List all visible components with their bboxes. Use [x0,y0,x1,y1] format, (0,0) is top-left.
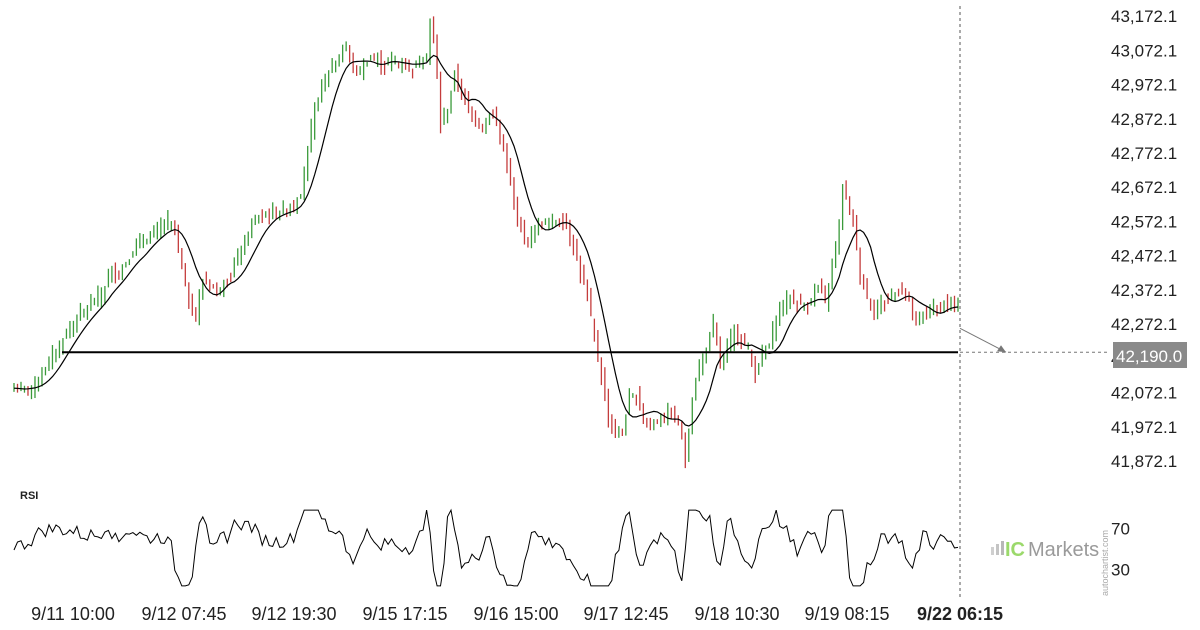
moving-average-line [13,54,959,427]
time-tick-label: 9/12 07:45 [141,604,226,624]
logo-bar-1 [991,547,994,555]
time-tick-label: 9/22 06:15 [917,604,1003,624]
projection-arrowhead [997,345,1006,353]
rsi-tick-label: 30 [1111,561,1130,580]
price-tick-label: 42,572.1 [1111,212,1177,231]
candles-layer [13,16,959,469]
time-tick-label: 9/18 10:30 [694,604,779,624]
rsi-panel: RSI 70 30 [13,490,1130,587]
rsi-label: RSI [20,490,38,502]
price-tick-label: 42,872.1 [1111,110,1177,129]
current-price-tag [1113,342,1187,368]
projection-arrow [959,327,1007,353]
time-tick-label: 9/15 17:15 [362,604,447,624]
price-tick-label: 42,072.1 [1111,384,1177,403]
price-tick-label: 42,972.1 [1111,76,1177,95]
time-tick-label: 9/11 10:00 [31,604,115,624]
price-tick-label: 42,472.1 [1111,247,1177,266]
time-tick-label: 9/16 15:00 [473,604,558,624]
logo-ic-text: IC [1005,539,1025,561]
current-price-label: 42,190.0 [1116,347,1182,366]
overlay-layer [62,6,1110,598]
moving-average-layer [13,54,959,427]
price-tick-label: 42,372.1 [1111,281,1177,300]
logo: IC Markets [991,539,1099,561]
price-tick-label: 42,272.1 [1111,315,1177,334]
price-tick-label: 43,172.1 [1111,7,1177,26]
time-tick-label: 9/19 08:15 [804,604,889,624]
time-tick-label: 9/17 12:45 [583,604,668,624]
price-tick-label: 43,072.1 [1111,41,1177,60]
price-tick-label: 42,672.1 [1111,178,1177,197]
watermark: autochartist.com [1100,530,1110,596]
rsi-tick-label: 70 [1111,520,1130,539]
logo-bar-3 [1001,541,1004,555]
rsi-line [13,508,959,587]
time-axis: 9/11 10:00 9/12 07:45 9/12 19:30 9/15 17:15… [31,604,1003,624]
price-axis: 43,172.1 43,072.1 42,972.1 42,872.1 42,772.1… [1111,7,1177,471]
price-tag-layer: 42,190.0 [1113,342,1187,368]
price-tick-label: 42,772.1 [1111,144,1177,163]
price-tick-label: 41,972.1 [1111,418,1177,437]
logo-bar-2 [996,544,999,555]
logo-markets-text: Markets [1028,539,1099,561]
price-tick-label: 41,872.1 [1111,452,1177,471]
time-tick-label: 9/12 19:30 [251,604,336,624]
